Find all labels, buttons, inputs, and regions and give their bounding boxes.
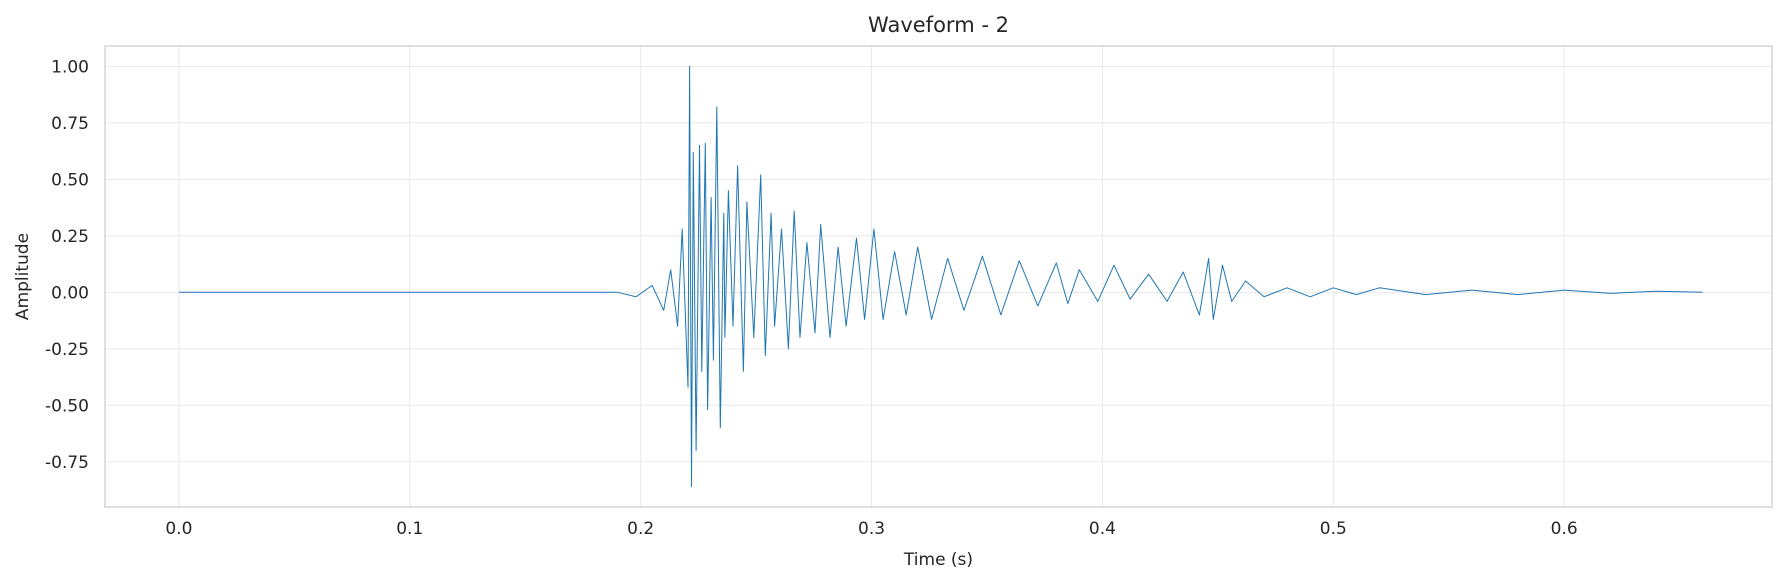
x-tick-label: 0.0 xyxy=(165,519,192,539)
waveform-line xyxy=(178,65,1703,488)
y-axis-ticks: 1.00 0.75 0.50 0.25 0.00 -0.25 -0.50 -0.75 xyxy=(45,57,89,472)
y-tick-label: 0.75 xyxy=(51,114,89,134)
x-tick-label: 0.1 xyxy=(396,519,423,539)
y-tick-label: 0.50 xyxy=(51,170,89,190)
x-tick-label: 0.5 xyxy=(1320,519,1347,539)
x-tick-label: 0.3 xyxy=(858,519,885,539)
y-tick-label: -0.75 xyxy=(45,453,89,473)
x-tick-label: 0.4 xyxy=(1089,519,1116,539)
y-tick-label: -0.50 xyxy=(45,396,89,416)
y-axis-label: Amplitude xyxy=(13,233,33,320)
y-tick-label: 0.00 xyxy=(51,283,89,303)
y-tick-label: 1.00 xyxy=(51,57,89,77)
x-axis-ticks: 0.0 0.1 0.2 0.3 0.4 0.5 0.6 xyxy=(165,519,1577,539)
x-axis-label: Time (s) xyxy=(903,550,973,570)
y-tick-label: 0.25 xyxy=(51,227,89,247)
y-tick-label: -0.25 xyxy=(45,340,89,360)
chart-title: Waveform - 2 xyxy=(868,13,1009,37)
x-tick-label: 0.2 xyxy=(627,519,654,539)
plot-frame xyxy=(104,45,1773,508)
grid xyxy=(105,46,1772,507)
x-tick-label: 0.6 xyxy=(1551,519,1578,539)
